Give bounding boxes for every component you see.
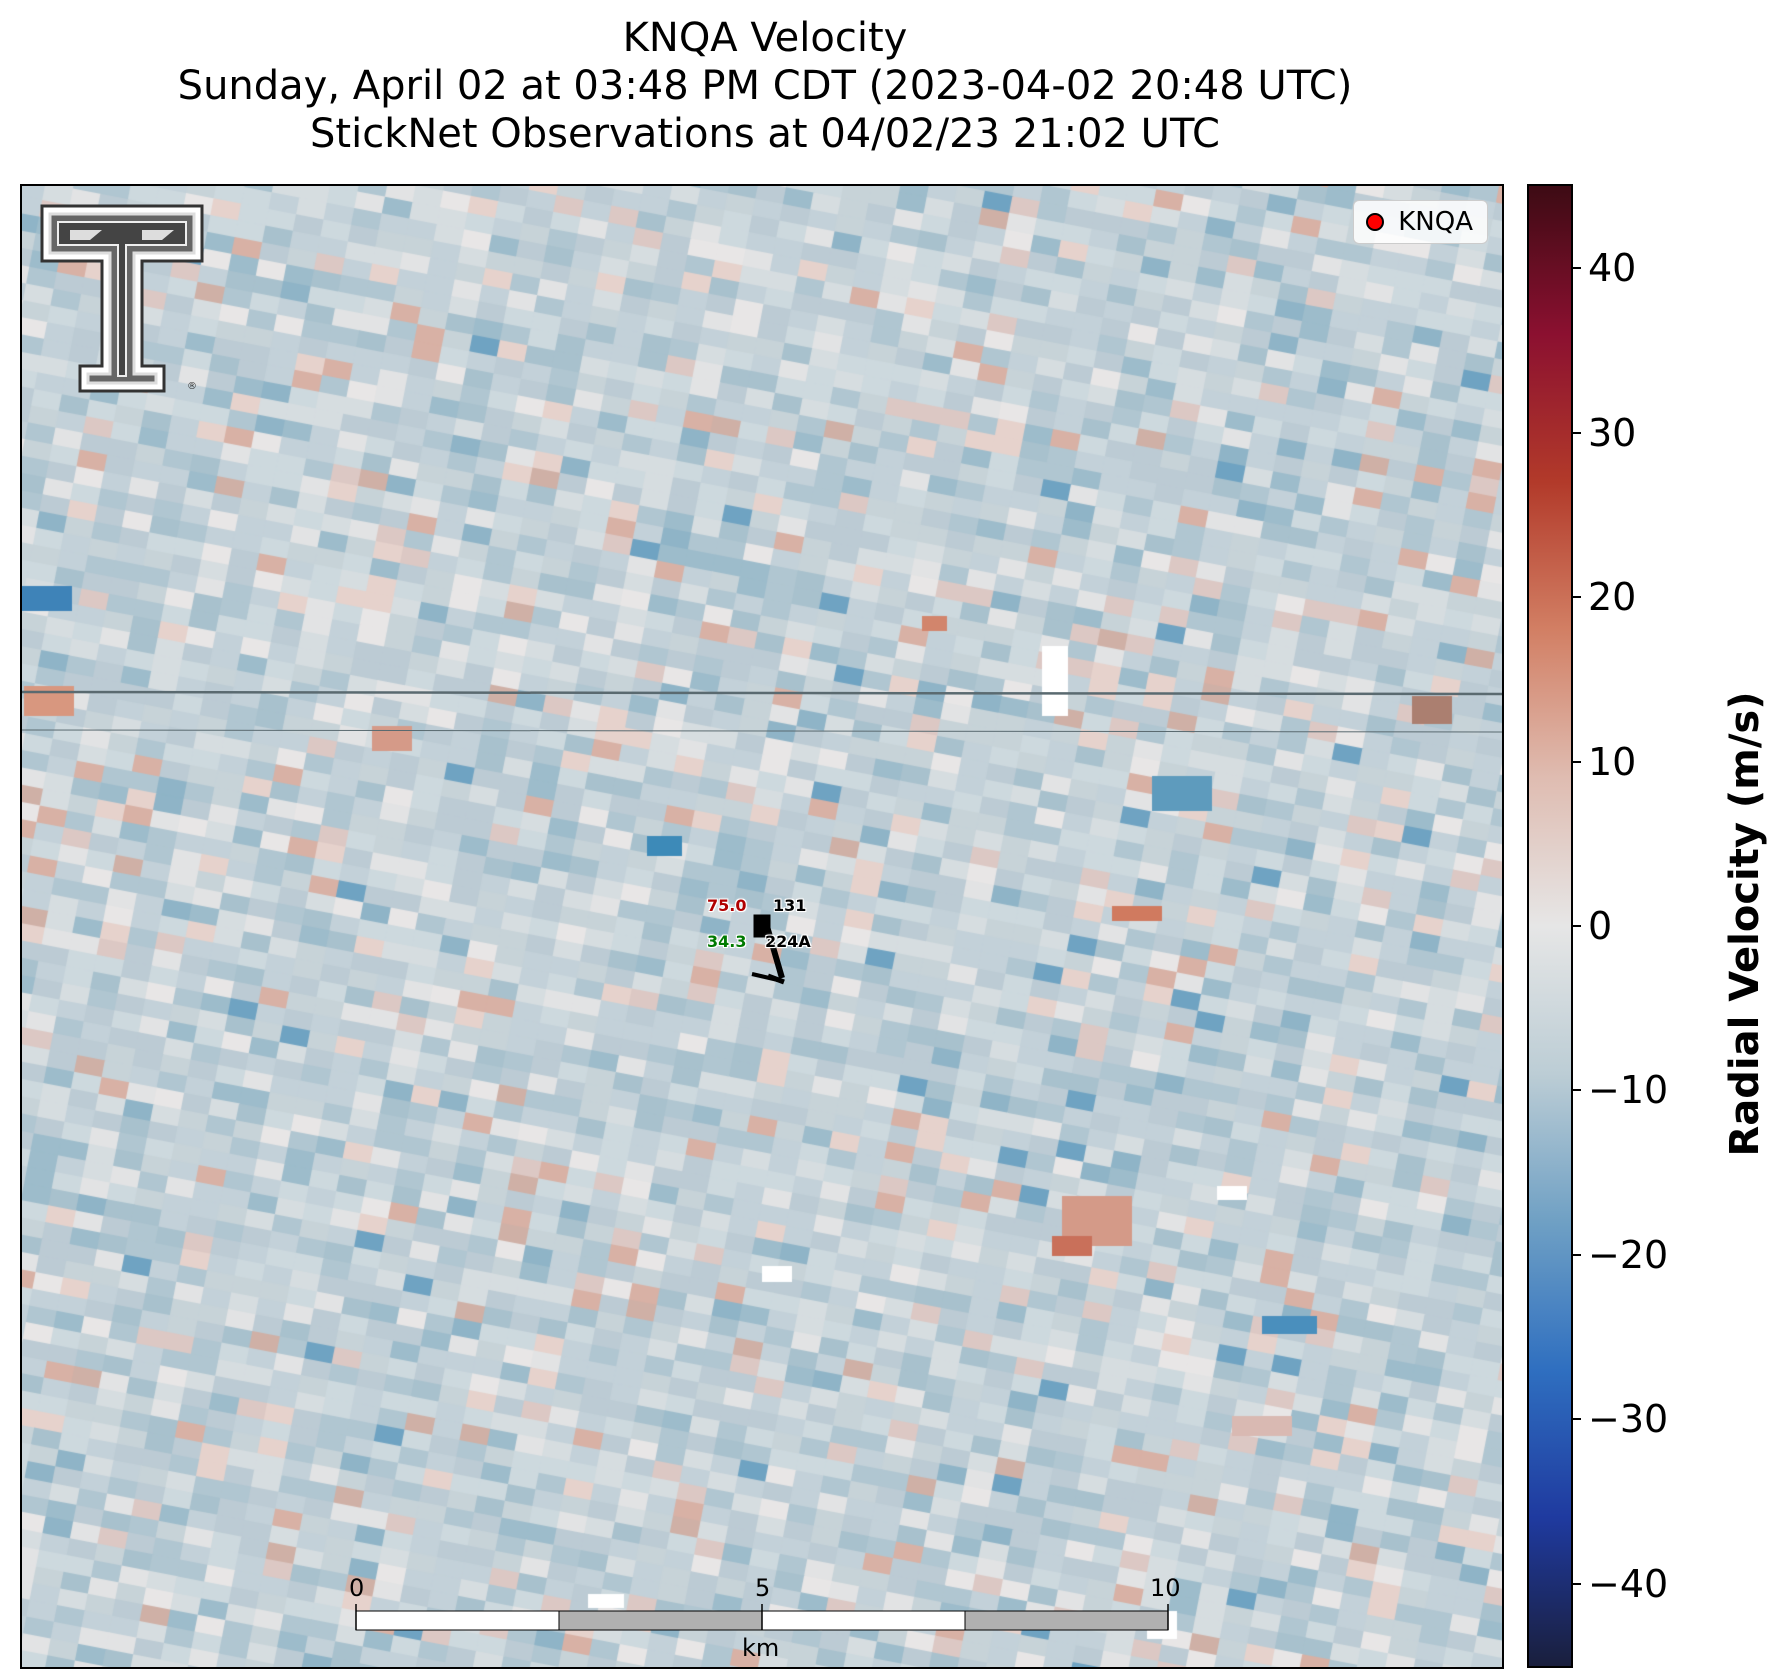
title-line-1: KNQA Velocity: [622, 15, 908, 61]
map-legend: KNQA: [1353, 200, 1488, 244]
colorbar-label: Radial Velocity (m/s): [1722, 691, 1768, 1157]
figure-title: KNQA Velocity Sunday, April 02 at 03:48 …: [0, 14, 1530, 158]
colorbar-tick-mark: [1571, 1582, 1581, 1585]
radar-map-panel[interactable]: ® KNQA 75.0 131 34.3 224A 0 5 10 km: [20, 184, 1504, 1669]
radar-site-marker-icon: [1366, 213, 1385, 231]
station-temperature: 75.0: [707, 896, 747, 915]
station-id-bottom: 224A: [765, 932, 811, 951]
colorbar-tick-label: 30: [1588, 410, 1637, 455]
title-line-2: Sunday, April 02 at 03:48 PM CDT (2023-0…: [177, 63, 1353, 109]
wind-barb-icon: [751, 914, 785, 985]
colorbar-tick-label: −20: [1588, 1232, 1669, 1277]
colorbar-tick-label: 40: [1588, 246, 1637, 291]
colorbar-tick-mark: [1571, 925, 1581, 927]
svg-text:®: ®: [187, 381, 197, 392]
boundary-line-thin: [22, 729, 1502, 733]
colorbar-tick-mark: [1571, 596, 1581, 599]
colorbar-tick-mark: [1571, 267, 1581, 270]
colorbar-tick-mark: [1571, 431, 1581, 434]
colorbar-tick-label: −10: [1588, 1068, 1669, 1113]
boundary-line-thick: [22, 690, 1502, 696]
title-line-3: StickNet Observations at 04/02/23 21:02 …: [310, 111, 1220, 157]
legend-label: KNQA: [1398, 207, 1473, 237]
colorbar-tick-label: 20: [1588, 575, 1637, 620]
station-id-top: 131: [773, 896, 807, 915]
map-overlay: ®: [22, 204, 1502, 1631]
scalebar-tick-10: 10: [1150, 1574, 1181, 1602]
texas-tech-double-t-logo-icon: ®: [40, 204, 204, 393]
colorbar-tick-label: 10: [1588, 739, 1637, 784]
colorbar: [1527, 184, 1573, 1668]
colorbar-tick-mark: [1571, 1253, 1581, 1256]
scale-bar: [355, 1604, 1169, 1631]
station-dewpoint: 34.3: [707, 932, 747, 951]
colorbar-tick-label: −30: [1588, 1397, 1669, 1442]
scalebar-tick-5: 5: [755, 1574, 771, 1602]
colorbar-tick-label: 0: [1588, 904, 1613, 948]
colorbar-tick-mark: [1571, 1089, 1581, 1092]
scalebar-unit: km: [742, 1634, 780, 1662]
scalebar-tick-0: 0: [349, 1574, 365, 1602]
colorbar-tick-mark: [1571, 760, 1581, 763]
colorbar-tick-mark: [1571, 1418, 1581, 1421]
colorbar-tick-label: −40: [1588, 1561, 1669, 1606]
